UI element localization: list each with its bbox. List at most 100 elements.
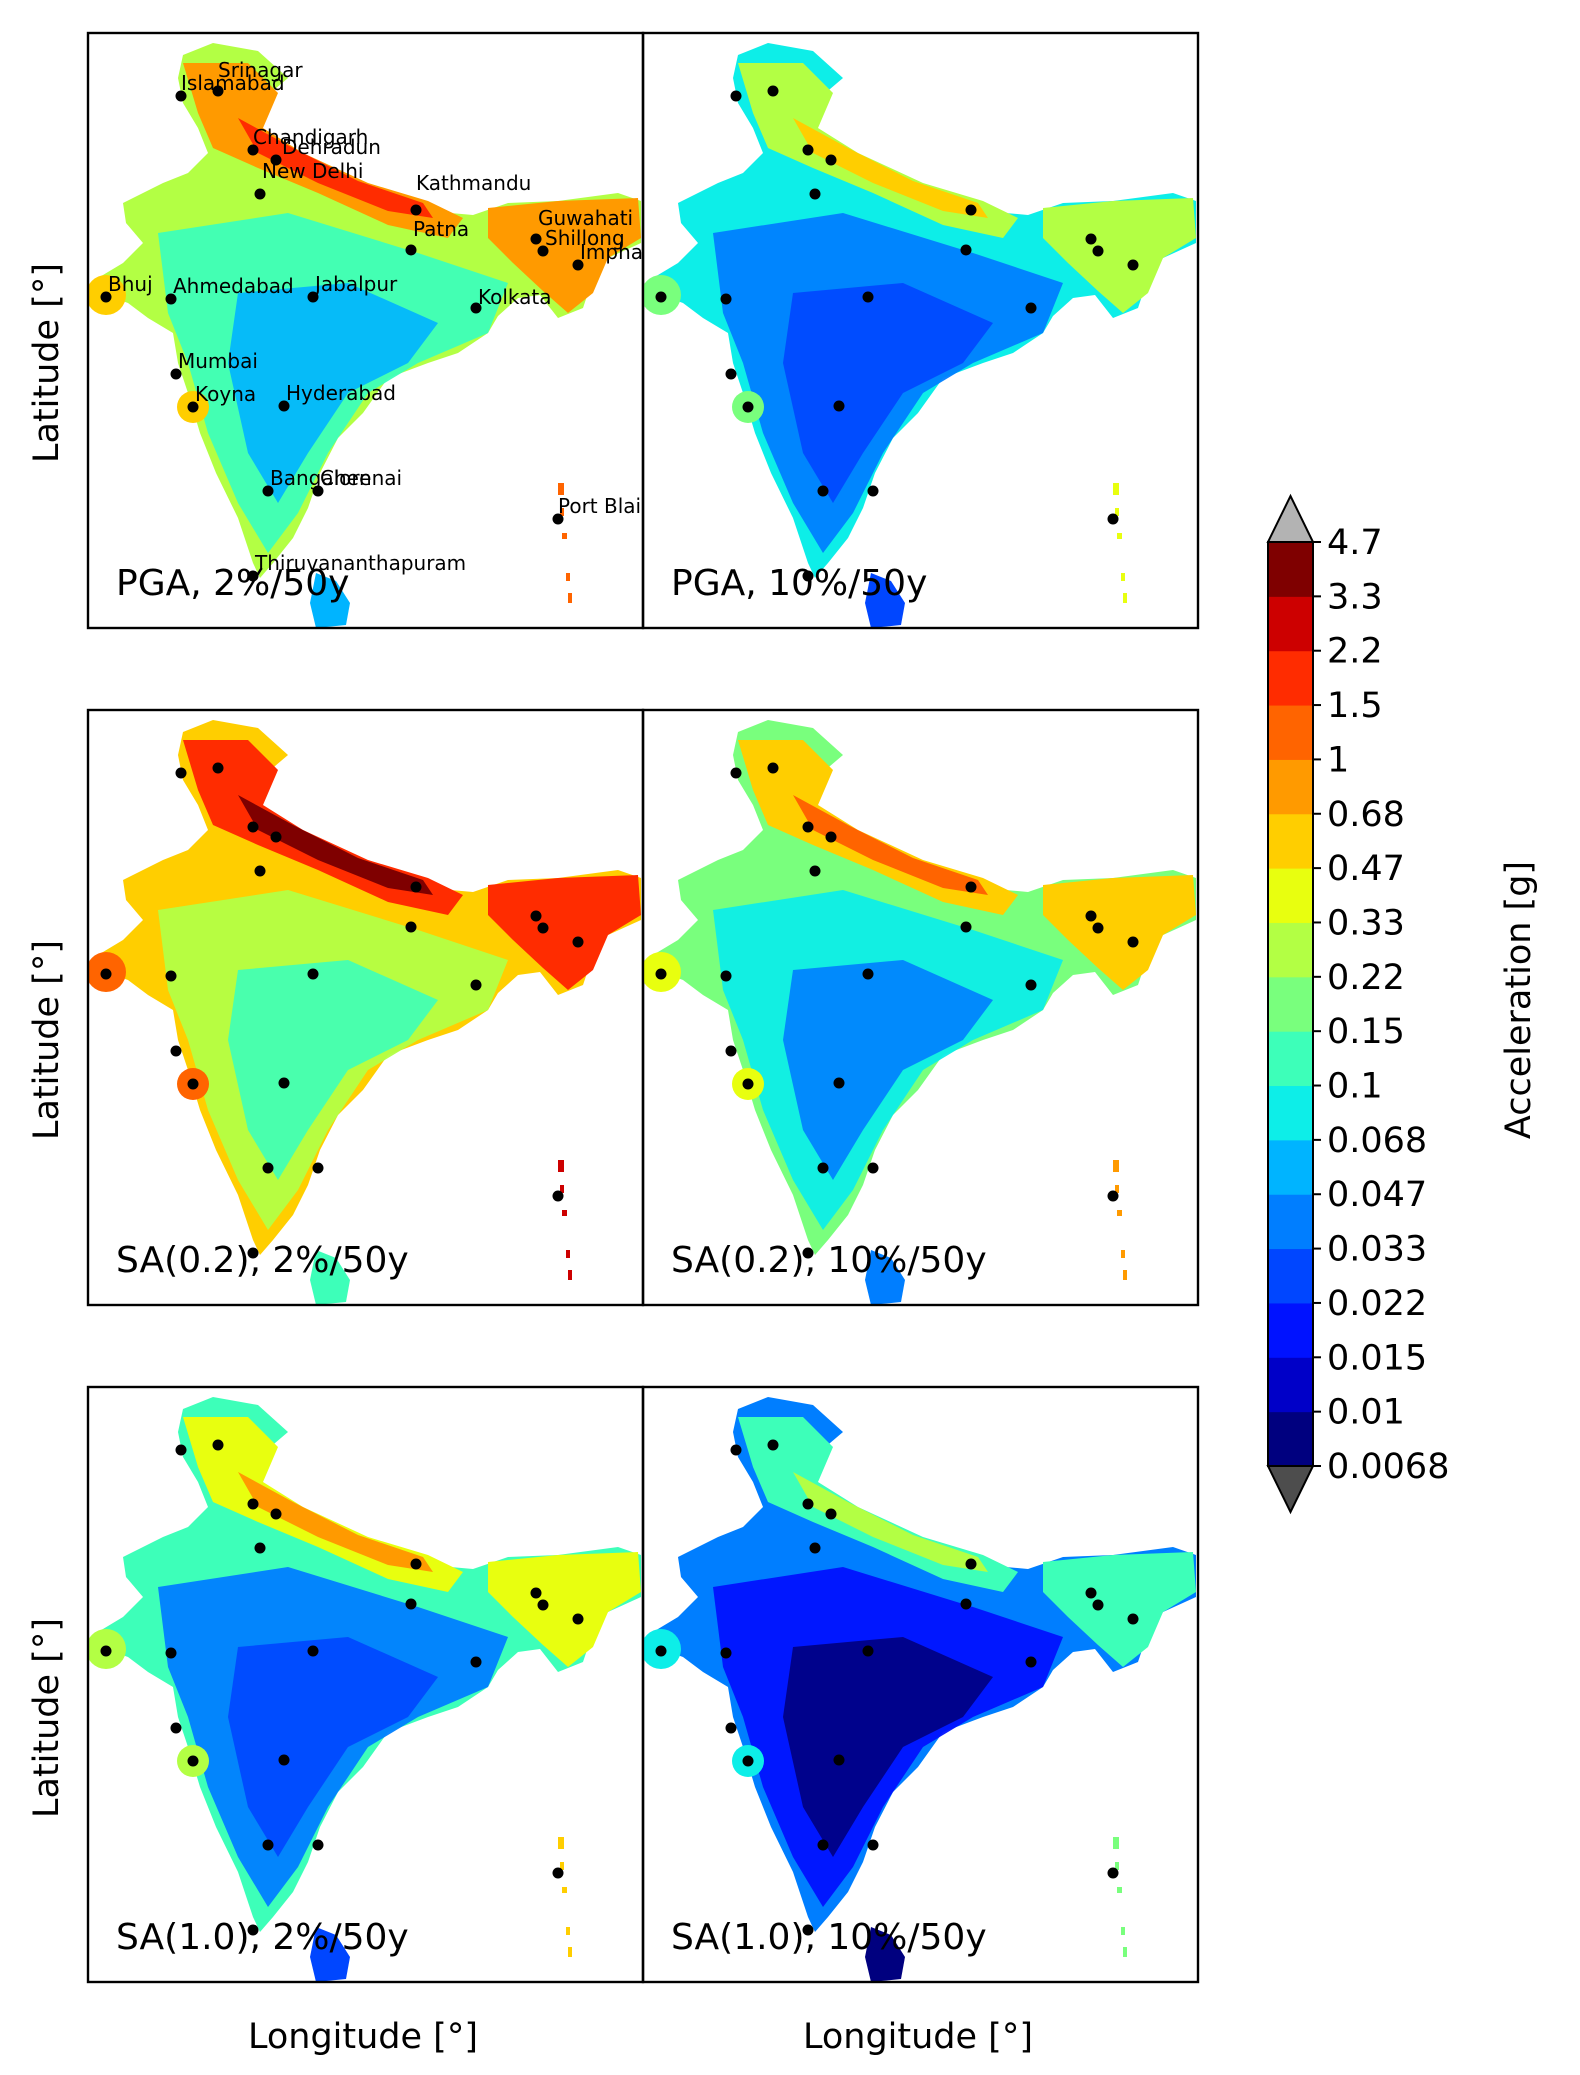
northeast-high-hazard [1043, 875, 1196, 990]
city-marker [170, 1722, 182, 1734]
city-label: Bangalore [270, 466, 371, 490]
x-axis-label: Longitude [°] [248, 2017, 478, 2057]
city-marker [655, 1645, 667, 1657]
city-marker [802, 570, 814, 582]
city-marker [572, 1613, 584, 1625]
colorbar-segment [1268, 1302, 1313, 1358]
city-marker [100, 968, 112, 980]
panel-label: SA(0.2), 2%/50y [116, 1240, 409, 1281]
city-marker [809, 1542, 821, 1554]
colorbar-segment [1268, 705, 1313, 760]
city-marker [720, 1647, 732, 1659]
colorbar-tick-label: 2.2 [1327, 632, 1383, 672]
andaman-island [562, 533, 567, 539]
city-marker [867, 1162, 879, 1174]
andaman-island [1113, 483, 1119, 495]
himalayan-peak-hazard [793, 795, 988, 895]
colorbar-segment [1268, 1085, 1313, 1141]
colorbar-tick-label: 3.3 [1327, 577, 1383, 617]
city-marker [817, 1162, 829, 1174]
city-marker [1127, 936, 1139, 948]
city-marker [730, 1444, 742, 1456]
map-panel: SA(1.0), 2%/50y [86, 1385, 645, 1984]
city-marker [552, 1190, 564, 1202]
panel-frame [641, 31, 1200, 630]
city-marker [1092, 1599, 1104, 1611]
city-marker [862, 291, 874, 303]
city-label: Hyderabad [286, 381, 396, 405]
colorbar-tick-label: 0.22 [1327, 958, 1405, 998]
city-label: Islamabad [181, 71, 285, 95]
city-marker [1127, 259, 1139, 271]
city-marker [960, 1598, 972, 1610]
city-marker [960, 921, 972, 933]
city-marker [825, 154, 837, 166]
himalayan-peak-hazard [793, 118, 988, 218]
city-marker [965, 204, 977, 216]
sri-lanka-landmass [865, 1250, 905, 1305]
city-label: Bhuj [108, 272, 153, 296]
city-marker [254, 188, 266, 200]
andaman-island [1113, 1160, 1119, 1172]
city-label: New Delhi [262, 159, 363, 183]
city-marker [802, 144, 814, 156]
andaman-island [560, 508, 564, 516]
city-marker [470, 1656, 482, 1668]
colorbar-tick-label: 0.015 [1327, 1338, 1427, 1378]
colorbar-segment [1268, 1031, 1313, 1087]
city-marker [725, 1045, 737, 1057]
city-marker [537, 1599, 549, 1611]
andaman-island [1123, 1270, 1127, 1280]
city-marker [833, 1754, 845, 1766]
city-marker [470, 302, 482, 314]
city-marker [725, 1722, 737, 1734]
city-marker [655, 291, 667, 303]
city-marker [212, 1439, 224, 1451]
colorbar-segment [1268, 922, 1313, 978]
andaman-island [1115, 1185, 1119, 1193]
lowest-hazard-zone [228, 283, 438, 503]
panel-frame [641, 1385, 1200, 1984]
northeast-high-hazard [488, 1552, 641, 1667]
city-marker [802, 821, 814, 833]
lowest-hazard-zone [783, 283, 993, 503]
lowest-hazard-zone [228, 1637, 438, 1857]
city-marker [270, 1508, 282, 1520]
city-marker [1025, 1656, 1037, 1668]
andaman-island [560, 1185, 564, 1193]
colorbar-segment [1268, 868, 1313, 923]
city-label: Kolkata [478, 285, 552, 309]
andaman-island [568, 1947, 572, 1957]
city-marker [165, 293, 177, 305]
city-marker [175, 767, 187, 779]
city-marker [247, 1924, 259, 1936]
city-marker [1025, 979, 1037, 991]
city-marker [1127, 1613, 1139, 1625]
colorbar: 0.0068 0.01 0.015 0.022 0.033 0.047 0.068 0.1 0.… [1266, 493, 1449, 1515]
andaman-island [1123, 593, 1127, 603]
colorbar-segment [1268, 650, 1313, 706]
colorbar-tick-label: 4.7 [1327, 523, 1383, 563]
city-marker [1025, 302, 1037, 314]
andaman-island [1115, 508, 1119, 516]
colorbar-segment [1268, 542, 1313, 597]
city-marker [1092, 245, 1104, 257]
andaman-island [1117, 1210, 1122, 1216]
city-marker [307, 291, 319, 303]
city-marker [720, 293, 732, 305]
colorbar-segment [1268, 1248, 1313, 1304]
lowest-hazard-zone [783, 1637, 993, 1857]
city-marker [1107, 1867, 1119, 1879]
city-marker [405, 921, 417, 933]
city-marker [262, 1839, 274, 1851]
city-marker [965, 881, 977, 893]
city-marker [530, 233, 542, 245]
city-marker [730, 90, 742, 102]
colorbar-segment [1268, 1194, 1313, 1250]
panel-label: SA(0.2), 10%/50y [671, 1240, 987, 1281]
himalayan-peak-hazard [238, 795, 433, 895]
colorbar-tick-label: 0.0068 [1327, 1447, 1449, 1487]
city-marker [212, 762, 224, 774]
city-marker [187, 1755, 199, 1767]
map-panel: SA(0.2), 2%/50y [86, 708, 645, 1307]
